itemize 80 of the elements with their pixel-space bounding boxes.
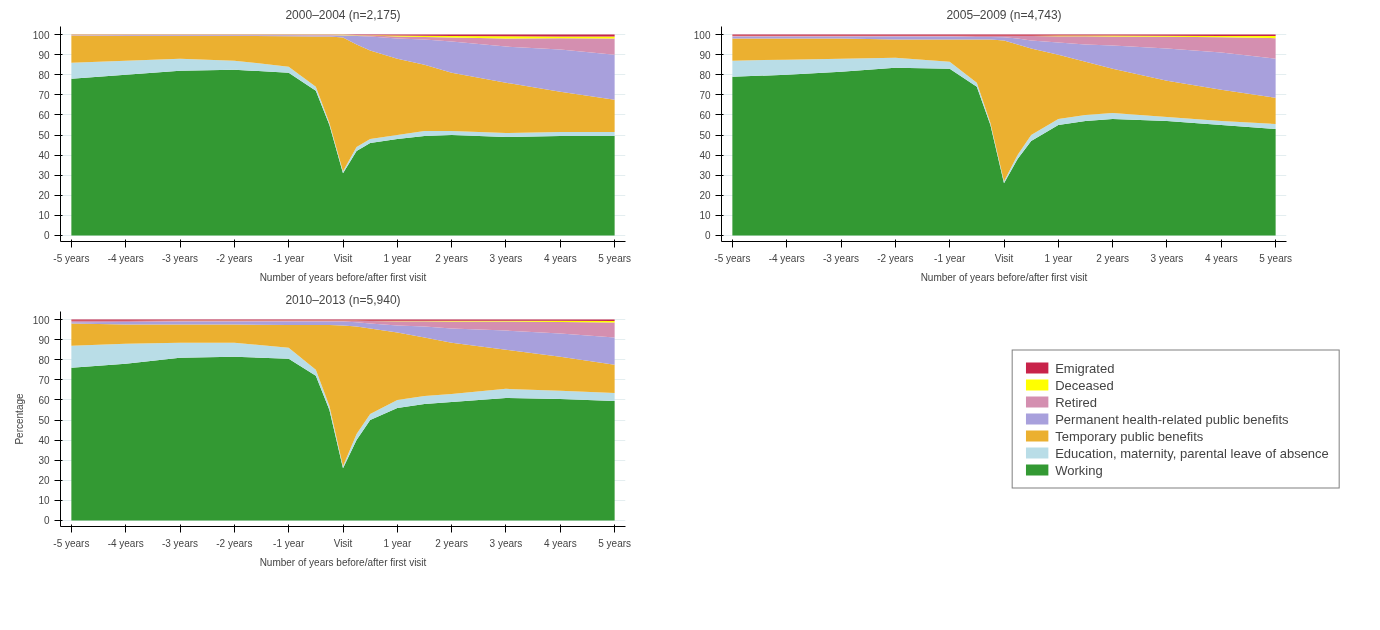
y-tick-label: 80	[699, 69, 711, 81]
x-tick-label: Visit	[333, 537, 353, 549]
legend-label: Education, maternity, parental leave of absence	[1055, 445, 1329, 460]
x-tick-label: -4 years	[768, 252, 805, 264]
x-tick-label: 1 year	[1044, 252, 1073, 264]
x-tick-label: 5 years	[598, 252, 632, 264]
y-tick-label: 10	[38, 495, 50, 507]
y-tick-label: 50	[38, 130, 50, 141]
y-axis-title: Percentage	[13, 392, 25, 445]
y-tick-label: 70	[38, 374, 50, 386]
x-tick-label: 3 years	[489, 252, 523, 264]
x-tick-label: 2 years	[435, 537, 469, 549]
y-tick-label: 90	[38, 334, 50, 346]
chart-title: 2010–2013 (n=5,940)	[285, 292, 401, 307]
legend-label: Deceased	[1055, 377, 1114, 392]
y-tick-label: 80	[38, 354, 50, 366]
x-tick-label: 1 year	[383, 252, 412, 264]
y-tick-label: 100	[693, 29, 711, 41]
y-tick-label: 70	[38, 89, 50, 101]
y-tick-label: 30	[699, 170, 711, 182]
legend-label: Permanent health-related public benefits	[1055, 411, 1289, 426]
y-tick-label: 90	[38, 49, 50, 61]
y-tick-label: 60	[38, 109, 50, 121]
y-tick-label: 10	[699, 210, 711, 222]
x-tick-label: -2 years	[216, 537, 253, 549]
y-tick-label: 100	[32, 29, 50, 41]
x-tick-label: 3 years	[1150, 252, 1184, 264]
x-tick-label: -3 years	[822, 252, 860, 264]
x-tick-label: 5 years	[1259, 252, 1293, 264]
x-tick-label: 4 years	[543, 252, 577, 264]
y-tick-label: 50	[38, 415, 50, 426]
y-tick-label: 60	[38, 394, 50, 406]
x-tick-label: -1 year	[273, 252, 305, 264]
legend-label: Retired	[1055, 394, 1098, 409]
x-tick-label: -5 years	[53, 537, 90, 549]
y-tick-label: 40	[699, 150, 711, 162]
y-tick-label: 90	[699, 49, 711, 61]
x-tick-label: Visit	[994, 252, 1014, 264]
legend-label: Temporary public benefits	[1055, 428, 1204, 443]
y-tick-label: 60	[699, 109, 711, 121]
y-tick-label: 40	[38, 150, 50, 162]
y-tick-label: 20	[38, 190, 50, 202]
y-tick-label: 80	[38, 69, 50, 81]
x-tick-label: -1 year	[934, 252, 966, 264]
y-tick-label: 50	[699, 130, 711, 141]
x-tick-label: -2 years	[877, 252, 914, 264]
x-tick-label: 2 years	[1096, 252, 1130, 264]
y-tick-label: 30	[38, 455, 50, 467]
x-tick-label: Visit	[333, 252, 353, 264]
legend-label: Emigrated	[1055, 360, 1115, 375]
y-tick-label: 70	[699, 89, 711, 101]
x-tick-label: 4 years	[1204, 252, 1238, 264]
x-axis-title: Number of years before/after first visit	[259, 556, 427, 568]
x-tick-label: 5 years	[598, 537, 632, 549]
y-tick-label: 20	[38, 475, 50, 487]
x-axis-title: Number of years before/after first visit	[920, 271, 1088, 283]
x-tick-label: -3 years	[161, 252, 199, 264]
y-tick-label: 0	[43, 230, 50, 242]
x-tick-label: -2 years	[216, 252, 253, 264]
legend-label: Working	[1055, 462, 1103, 477]
x-tick-label: -3 years	[161, 537, 199, 549]
y-tick-label: 40	[38, 435, 50, 447]
chart-title: 2005–2009 (n=4,743)	[946, 7, 1062, 22]
y-tick-label: 10	[38, 210, 50, 222]
chart-title: 2000–2004 (n=2,175)	[285, 7, 401, 22]
x-tick-label: 2 years	[435, 252, 469, 264]
x-tick-label: 3 years	[489, 537, 523, 549]
x-tick-label: -5 years	[714, 252, 751, 264]
x-tick-label: -1 year	[273, 537, 305, 549]
x-tick-label: -5 years	[53, 252, 90, 264]
y-tick-label: 0	[43, 515, 50, 527]
y-tick-label: 0	[704, 230, 711, 242]
x-axis-title: Number of years before/after first visit	[259, 271, 427, 283]
x-tick-label: -4 years	[107, 252, 144, 264]
y-tick-label: 30	[38, 170, 50, 182]
x-tick-label: 1 year	[383, 537, 412, 549]
x-tick-label: 4 years	[543, 537, 577, 549]
x-tick-label: -4 years	[107, 537, 144, 549]
y-tick-label: 20	[699, 190, 711, 202]
y-tick-label: 100	[32, 314, 50, 326]
